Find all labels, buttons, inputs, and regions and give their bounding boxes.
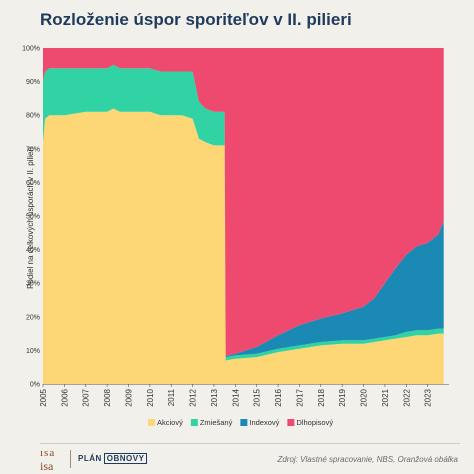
x-tick-label: 2008: [103, 388, 112, 406]
x-tick-label: 2009: [124, 388, 133, 406]
legend-item-zmiesany: Zmiešaný: [190, 418, 233, 427]
x-tick-label: 2021: [381, 388, 390, 406]
y-tick-label: 10%: [26, 348, 40, 355]
y-tick-label: 40%: [26, 247, 40, 254]
area-series-indexovy: [43, 64, 444, 358]
legend-label: Akciový: [157, 418, 183, 427]
y-axis-label: Podiel na celkových úsporách v II. pilie…: [26, 147, 35, 289]
area-series-zmiesany: [43, 64, 444, 361]
x-tick-label: 2010: [146, 388, 155, 406]
x-tick-label: 2007: [82, 388, 91, 406]
x-tick-label: 2017: [295, 388, 304, 406]
legend-label: Dlhopisový: [296, 418, 333, 427]
x-tick-label: 2005: [39, 388, 48, 406]
y-tick-label: 30%: [26, 281, 40, 288]
legend: Akciový Zmiešaný Indexový Dlhopisový: [148, 418, 333, 427]
x-tick-label: 2006: [60, 388, 69, 406]
y-tick-label: 80%: [26, 113, 40, 120]
legend-item-dlhopisovy: Dlhopisový: [287, 418, 333, 427]
obnovy-text: OBNOVY: [103, 453, 148, 464]
legend-item-indexovy: Indexový: [240, 418, 280, 427]
x-axis: 2005 2006 2007 2008 2009 2010 2011 2012 2013 2014…: [39, 384, 449, 407]
footer-divider: [40, 443, 460, 444]
area-series-akciovy: [43, 108, 444, 384]
x-tick-label: 2013: [210, 388, 219, 406]
legend-swatch: [287, 419, 295, 426]
page-title: Rozloženie úspor sporiteľov v II. pilier…: [40, 10, 352, 29]
logo-divider: [70, 450, 71, 468]
area-series-dlhopisovy: [43, 48, 444, 357]
x-tick-label: 2019: [338, 388, 347, 406]
x-tick-label: 2023: [424, 388, 433, 406]
y-tick-label: 20%: [26, 314, 40, 321]
legend-label: Indexový: [249, 418, 279, 427]
source-note: Zdroj: Vlastné spracovanie, NBS, Oranžov…: [277, 455, 458, 464]
plan-obnovy-logo: PLÁN OBNOVY: [78, 453, 148, 464]
y-axis: 0% 10% 20% 30% 40% 50% 60% 70% 80% 90% 100%: [22, 46, 40, 389]
isa-logo-bottom: isa: [40, 459, 54, 473]
y-tick-label: 0%: [30, 382, 40, 389]
isa-logo: ısa isa: [40, 447, 56, 473]
x-tick-label: 2011: [167, 388, 176, 406]
plan-text: PLÁN: [78, 454, 102, 463]
x-tick-label: 2012: [189, 388, 198, 406]
y-tick-label: 60%: [26, 180, 40, 187]
legend-label: Zmiešaný: [200, 418, 233, 427]
chart-areas: [43, 48, 444, 384]
y-tick-label: 50%: [26, 214, 40, 221]
isa-logo-top: ısa: [40, 447, 56, 459]
y-tick-label: 70%: [26, 146, 40, 153]
x-tick-label: 2022: [402, 388, 411, 406]
y-tick-label: 100%: [22, 46, 40, 53]
y-tick-label: 90%: [26, 79, 40, 86]
x-tick-label: 2020: [360, 388, 369, 406]
legend-swatch: [190, 419, 198, 426]
x-tick-label: 2016: [274, 388, 283, 406]
x-tick-label: 2014: [231, 388, 240, 406]
x-tick-label: 2015: [253, 388, 262, 406]
x-tick-label: 2018: [317, 388, 326, 406]
legend-item-akciovy: Akciový: [148, 418, 183, 427]
legend-swatch: [148, 419, 155, 426]
legend-swatch: [240, 419, 248, 426]
